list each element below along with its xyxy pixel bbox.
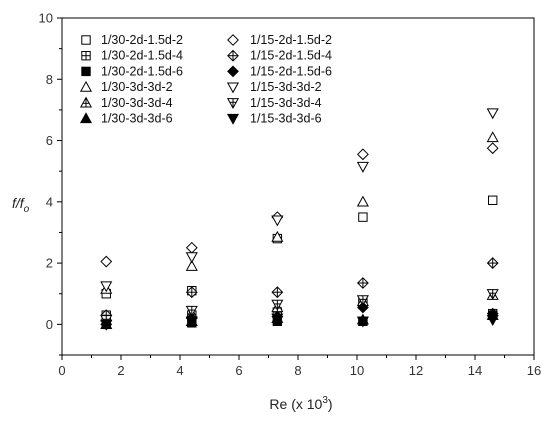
x-tick-label: 16 [527,363,541,378]
data-point [486,131,499,143]
y-tick-label: 8 [46,72,53,87]
data-point [356,295,369,307]
legend-marker [227,49,239,62]
data-point [488,195,498,205]
y-tick-label: 2 [46,256,53,271]
x-tick-label: 12 [409,363,423,378]
x-tick-label: 10 [350,363,364,378]
data-point [356,277,369,289]
y-axis-title: f/fo [12,195,30,215]
legend-label: 1/15-3d-3d-6 [250,112,322,126]
tick-labels: 0 2 4 6 8 10 12 14 16 0 2 4 6 8 10 [39,11,542,379]
legend-item: 1/15-3d-3d-2 [226,80,322,94]
legend-item: 1/30-3d-3d-4 [79,96,173,110]
x-tick-label: 6 [235,363,242,378]
data-markers [100,108,499,331]
x-axis-title-sup: 3 [322,395,328,406]
data-point [486,108,499,120]
data-point [185,316,198,328]
legend-marker [79,80,93,92]
legend-marker [226,82,240,94]
legend-item: 1/30-3d-3d-2 [79,80,173,94]
x-axis-title: Re (x 103) [269,395,332,412]
data-point [356,195,369,207]
legend: 1/30-2d-1.5d-2 1/30-2d-1.5d-41/30-2d-1.5d… [79,33,332,126]
x-axis-title-close: ) [328,396,333,412]
legend-label: 1/30-2d-1.5d-6 [101,64,183,78]
x-tick-label: 4 [176,363,183,378]
legend-label: 1/30-3d-3d-2 [101,80,173,94]
legend-item: 1/15-3d-3d-4 [226,96,322,110]
legend-label: 1/30-3d-3d-4 [101,96,173,110]
data-point [271,230,284,242]
y-tick-label: 6 [46,133,53,148]
data-point [358,212,368,222]
legend-label: 1/15-2d-1.5d-6 [250,64,332,78]
legend-item: 1/30-2d-1.5d-4 [81,49,183,63]
legend-marker [227,65,239,78]
legend-item: 1/30-3d-3d-6 [79,112,173,126]
data-point [356,148,369,161]
y-axis-title-main: f/f [12,195,26,211]
data-point [185,286,198,299]
data-point [271,313,284,325]
legend-item: 1/15-2d-1.5d-2 [227,33,332,47]
legend-marker [226,113,240,125]
axis-ticks [57,17,535,360]
legend-label: 1/30-2d-1.5d-4 [101,49,183,63]
data-point [185,259,198,271]
legend-marker [226,98,240,110]
legend-item: 1/30-2d-1.5d-2 [81,33,183,47]
x-axis-title-main: Re (x 10 [269,396,322,412]
x-tick-label: 14 [468,363,482,378]
legend-label: 1/15-3d-3d-2 [250,80,322,94]
data-point [100,319,113,331]
legend-item: 1/15-2d-1.5d-6 [227,64,332,78]
y-tick-label: 10 [39,11,53,26]
legend-label: 1/15-2d-1.5d-2 [250,33,332,47]
legend-marker [81,51,91,61]
legend-item: 1/30-2d-1.5d-6 [81,64,183,78]
data-point [486,142,499,155]
data-point [356,161,369,173]
legend-label: 1/15-3d-3d-4 [250,96,322,110]
y-tick-label: 0 [46,317,53,332]
data-point [356,316,369,328]
legend-marker [79,112,93,124]
legend-marker [79,96,93,108]
data-point [356,301,369,314]
legend-marker [81,35,91,45]
data-point [271,215,284,227]
data-point [486,257,499,269]
legend-label: 1/15-2d-1.5d-4 [250,49,332,63]
data-point [100,255,113,268]
legend-label: 1/30-3d-3d-6 [101,112,173,126]
data-point [271,286,284,299]
legend-item: 1/15-3d-3d-6 [226,112,322,126]
x-tick-label: 8 [294,363,301,378]
data-point [185,252,198,264]
data-point [100,281,113,293]
legend-marker [81,66,91,77]
data-point [486,289,499,300]
x-tick-label: 2 [117,363,124,378]
data-point [271,299,284,311]
legend-item: 1/15-2d-1.5d-4 [227,49,332,63]
legend-label: 1/30-2d-1.5d-2 [101,33,183,47]
legend-marker [227,34,239,46]
data-point [185,305,198,317]
data-point [486,315,499,326]
x-tick-label: 0 [58,363,65,378]
y-axis-title-sub: o [24,204,30,215]
y-tick-label: 4 [46,194,53,209]
